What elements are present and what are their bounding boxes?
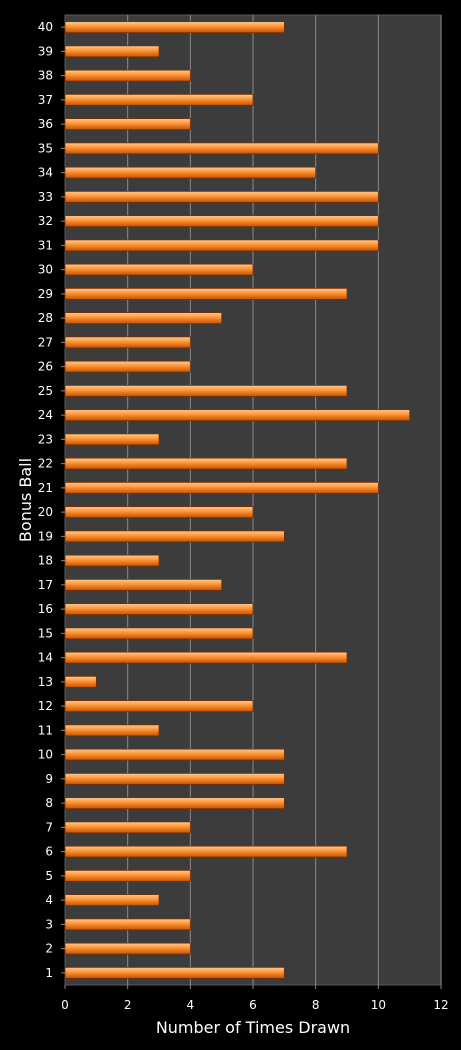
y-tick-label: 25 xyxy=(38,384,53,398)
bar-ball-17 xyxy=(64,578,223,591)
bar-ball-25 xyxy=(64,384,348,397)
bar-ball-35 xyxy=(64,142,379,155)
y-tick-label: 38 xyxy=(38,69,53,83)
bar-ball-24 xyxy=(64,409,411,422)
y-tick-label: 16 xyxy=(38,602,53,616)
x-tick-labels: 0 2 4 6 8 10 12 xyxy=(61,985,449,1012)
bar-ball-39 xyxy=(64,45,160,58)
y-axis-title: Bonus Ball xyxy=(16,458,35,542)
x-axis-title: Number of Times Drawn xyxy=(156,1018,350,1037)
bar-ball-38 xyxy=(64,69,191,82)
y-tick-label: 30 xyxy=(38,263,53,277)
y-tick-label: 20 xyxy=(38,505,53,519)
bar-ball-18 xyxy=(64,554,160,567)
y-tick-label: 17 xyxy=(38,578,53,592)
bar-ball-4 xyxy=(64,894,160,907)
bar-ball-20 xyxy=(64,506,254,519)
bar-ball-14 xyxy=(64,651,348,664)
y-tick-label: 4 xyxy=(45,893,53,907)
bar-ball-23 xyxy=(64,433,160,446)
x-tick-label: 0 xyxy=(61,998,69,1012)
bar-ball-10 xyxy=(64,748,285,761)
y-tick-label: 18 xyxy=(38,554,53,568)
y-tick-label: 33 xyxy=(38,190,53,204)
bar-ball-27 xyxy=(64,336,191,349)
bar-ball-1 xyxy=(64,966,285,979)
bar-ball-26 xyxy=(64,360,191,373)
y-tick-label: 26 xyxy=(38,360,53,374)
y-tick-label: 7 xyxy=(45,820,53,834)
y-tick-label: 23 xyxy=(38,432,53,446)
bar-ball-6 xyxy=(64,845,348,858)
y-tick-label: 6 xyxy=(45,845,53,859)
y-tick-label: 27 xyxy=(38,335,53,349)
bar-ball-34 xyxy=(64,166,317,179)
x-tick-label: 12 xyxy=(433,998,448,1012)
bar-ball-8 xyxy=(64,797,285,810)
y-tick-label: 37 xyxy=(38,93,53,107)
bar-ball-22 xyxy=(64,457,348,470)
y-tick-label: 5 xyxy=(45,869,53,883)
y-tick-label: 8 xyxy=(45,796,53,810)
y-tick-label: 35 xyxy=(38,141,53,155)
bar-ball-21 xyxy=(64,481,379,494)
y-tick-label: 2 xyxy=(45,942,53,956)
y-tick-label: 34 xyxy=(38,166,53,180)
y-tick-label: 39 xyxy=(38,44,53,58)
y-tick-label: 13 xyxy=(38,675,53,689)
y-tick-label: 3 xyxy=(45,917,53,931)
y-tick-label: 1 xyxy=(45,966,53,980)
x-tick-label: 6 xyxy=(249,998,257,1012)
y-tick-label: 28 xyxy=(38,311,53,325)
y-tick-label: 14 xyxy=(38,651,53,665)
bar-ball-19 xyxy=(64,530,285,543)
bar-ball-32 xyxy=(64,215,379,228)
bar-ball-2 xyxy=(64,942,191,955)
y-tick-labels: 1234567891011121314151617181920212223242… xyxy=(38,20,65,980)
bar-ball-16 xyxy=(64,603,254,616)
bar-ball-36 xyxy=(64,118,191,131)
y-tick-label: 15 xyxy=(38,626,53,640)
bar-ball-29 xyxy=(64,287,348,300)
bar-ball-11 xyxy=(64,724,160,737)
bar-ball-28 xyxy=(64,312,223,325)
bar-ball-9 xyxy=(64,772,285,785)
y-tick-label: 21 xyxy=(38,481,53,495)
x-tick-label: 10 xyxy=(371,998,386,1012)
bar-ball-33 xyxy=(64,190,379,203)
bar-ball-3 xyxy=(64,918,191,931)
bar-ball-13 xyxy=(64,675,97,688)
y-tick-label: 19 xyxy=(38,529,53,543)
y-tick-label: 40 xyxy=(38,20,53,34)
x-tick-label: 4 xyxy=(187,998,195,1012)
bar-ball-30 xyxy=(64,263,254,276)
bar-ball-40 xyxy=(64,21,285,34)
y-tick-label: 32 xyxy=(38,214,53,228)
bar-ball-31 xyxy=(64,239,379,252)
bar-ball-15 xyxy=(64,627,254,640)
y-tick-label: 11 xyxy=(38,723,53,737)
y-tick-label: 9 xyxy=(45,772,53,786)
x-tick-label: 2 xyxy=(124,998,132,1012)
bar-ball-12 xyxy=(64,700,254,713)
y-tick-label: 10 xyxy=(38,748,53,762)
y-tick-label: 31 xyxy=(38,238,53,252)
bar-ball-7 xyxy=(64,821,191,834)
bar-ball-37 xyxy=(64,93,254,106)
y-tick-label: 12 xyxy=(38,699,53,713)
y-tick-label: 36 xyxy=(38,117,53,131)
y-tick-label: 22 xyxy=(38,457,53,471)
bars xyxy=(64,21,411,979)
x-tick-label: 8 xyxy=(312,998,320,1012)
bar-ball-5 xyxy=(64,869,191,882)
y-tick-label: 24 xyxy=(38,408,53,422)
y-tick-label: 29 xyxy=(38,287,53,301)
